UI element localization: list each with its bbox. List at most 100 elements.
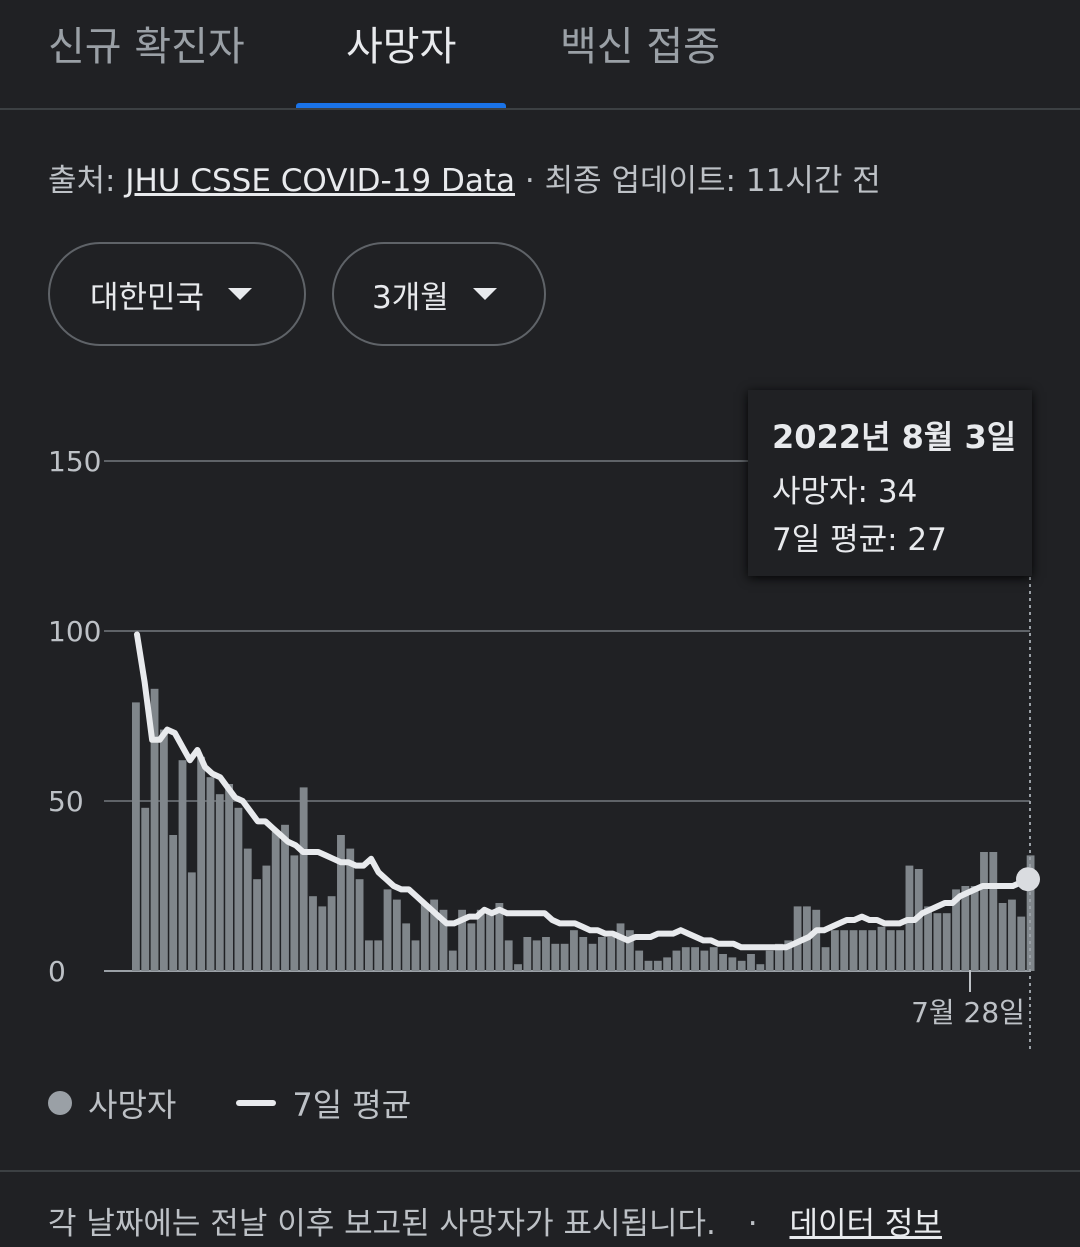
- bar: [812, 909, 821, 971]
- tab-bar: 신규 확진자 사망자 백신 접종: [0, 0, 1080, 110]
- bar: [970, 886, 979, 971]
- source-link[interactable]: JHU CSSE COVID-19 Data: [125, 163, 516, 199]
- bar: [486, 909, 494, 971]
- bar: [980, 852, 988, 971]
- bar: [197, 756, 206, 971]
- tab-new-cases[interactable]: 신규 확진자: [48, 24, 245, 70]
- bar: [1017, 916, 1026, 971]
- country-dropdown[interactable]: 대한민국: [48, 242, 306, 346]
- bar: [392, 899, 401, 971]
- chart-legend: 사망자 7일 평균: [48, 1080, 411, 1126]
- bar: [653, 960, 662, 971]
- bar: [514, 964, 522, 971]
- bar: [588, 943, 597, 971]
- bar: [383, 889, 392, 971]
- bar: [281, 824, 289, 971]
- deaths-chart[interactable]: 0 50 100 150 7월 28일: [0, 380, 1080, 1060]
- bar: [467, 923, 476, 971]
- bar: [691, 947, 699, 971]
- source-prefix: 출처:: [48, 163, 116, 199]
- bar: [765, 950, 774, 971]
- bar: [532, 940, 541, 971]
- bar: [187, 872, 196, 971]
- bar: [700, 950, 709, 971]
- bar: [737, 960, 746, 971]
- bar: [728, 957, 737, 971]
- tooltip-date: 2022년 8월 3일: [772, 418, 1017, 456]
- bar: [290, 855, 299, 971]
- bar: [924, 906, 932, 971]
- bar: [952, 889, 960, 971]
- bar: [933, 913, 942, 971]
- bar: [793, 906, 802, 971]
- bar: [253, 879, 261, 971]
- bar: [504, 940, 513, 971]
- bar: [607, 937, 616, 971]
- bar: [402, 923, 411, 971]
- bar: [495, 903, 504, 971]
- data-info-link[interactable]: 데이터 정보: [789, 1206, 942, 1242]
- footer-separator: ·: [747, 1206, 758, 1242]
- bar: [523, 937, 532, 971]
- tab-vaccinations[interactable]: 백신 접종: [560, 24, 720, 70]
- country-dropdown-label: 대한민국: [90, 279, 205, 316]
- bar: [886, 930, 895, 971]
- y-tick-label: 100: [48, 615, 101, 648]
- bar: [681, 947, 690, 971]
- bar: [998, 903, 1007, 971]
- bar: [616, 923, 625, 971]
- y-tick-label: 50: [48, 785, 84, 818]
- footer: 각 날짜에는 전날 이후 보고된 사망자가 표시됩니다. · 데이터 정보: [48, 1198, 942, 1243]
- bar: [327, 896, 336, 971]
- x-tick-label: 7월 28일: [911, 996, 1025, 1029]
- footer-divider: [0, 1170, 1080, 1172]
- bar: [337, 835, 345, 971]
- bar: [430, 899, 439, 971]
- tooltip-deaths: 사망자: 34: [772, 474, 918, 510]
- tab-deaths[interactable]: 사망자: [346, 24, 457, 70]
- bar: [374, 940, 383, 971]
- average-legend-line-icon: [236, 1100, 277, 1106]
- bar: [877, 926, 886, 971]
- bar: [709, 947, 718, 971]
- caret-down-icon: [228, 288, 253, 300]
- bar: [225, 784, 234, 971]
- bar: [141, 807, 150, 971]
- footer-note: 각 날짜에는 전날 이후 보고된 사망자가 표시됩니다.: [48, 1206, 716, 1242]
- bar: [896, 930, 905, 971]
- bar: [439, 909, 448, 971]
- bar: [262, 865, 271, 971]
- bar: [570, 930, 578, 971]
- bar: [830, 930, 839, 971]
- bar: [364, 940, 373, 971]
- range-dropdown[interactable]: 3개월: [332, 242, 546, 346]
- bar: [635, 950, 644, 971]
- bar: [299, 787, 308, 971]
- y-tick-label: 150: [48, 445, 101, 478]
- tabs-divider: [0, 108, 1080, 110]
- bar: [961, 886, 970, 971]
- deaths-bars: [132, 688, 1035, 971]
- source-update: · 최종 업데이트: 11시간 전: [524, 163, 881, 199]
- bar: [597, 937, 606, 971]
- bar: [234, 807, 243, 971]
- bar: [458, 909, 467, 971]
- seven-day-average-line: [134, 631, 1031, 951]
- bar: [1008, 899, 1016, 971]
- hover-point: [1016, 867, 1040, 892]
- bar: [849, 930, 858, 971]
- y-tick-label: 0: [48, 955, 66, 988]
- bar: [672, 950, 681, 971]
- bar: [840, 930, 849, 971]
- bar: [551, 943, 560, 971]
- deaths-legend-dot-icon: [48, 1091, 72, 1115]
- bar: [784, 940, 793, 971]
- bar: [858, 930, 867, 971]
- bar: [309, 896, 317, 971]
- legend-deaths-label: 사망자: [88, 1086, 177, 1124]
- bar: [756, 964, 765, 971]
- bar: [132, 702, 140, 971]
- bar: [346, 848, 355, 971]
- bar: [542, 937, 550, 971]
- bar: [476, 909, 485, 971]
